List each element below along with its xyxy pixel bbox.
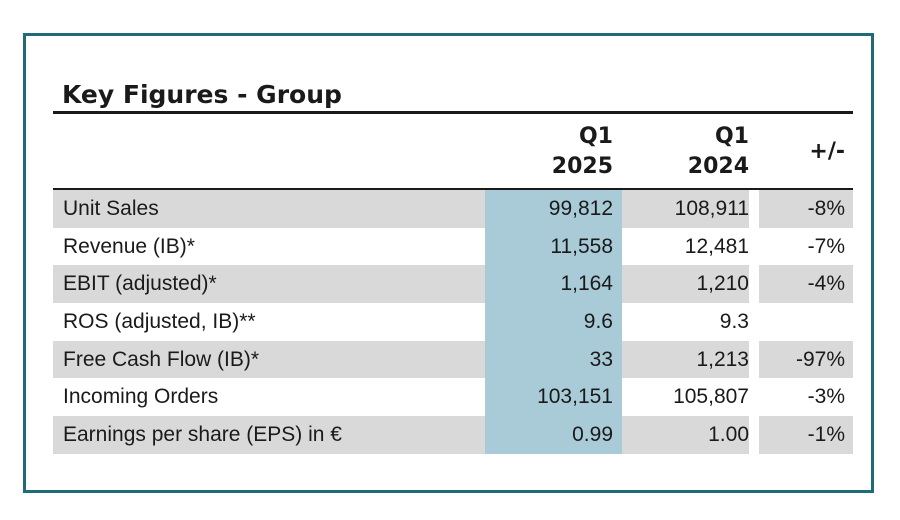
table-row: Incoming Orders 103,151 105,807 -3% xyxy=(53,378,853,417)
column-header-q1-2024-line2: 2024 xyxy=(687,154,749,179)
row-label: Revenue (IB)* xyxy=(63,234,195,258)
cell-q1-2024: 1,210 xyxy=(696,272,749,296)
cell-q1-2025: 0.99 xyxy=(572,423,613,447)
table-row: Revenue (IB)* 11,558 12,481 -7% xyxy=(53,227,853,266)
cell-q1-2025: 103,151 xyxy=(537,385,613,409)
column-header-q1-2025-line2: 2025 xyxy=(551,154,613,179)
cell-q1-2024: 12,481 xyxy=(684,234,749,258)
column-header-q1-2025-line1: Q1 xyxy=(578,124,613,149)
cell-q1-2024: 1,213 xyxy=(696,347,749,371)
cell-change: -4% xyxy=(807,272,845,296)
table-body: Unit Sales 99,812 108,911 -8% Revenue (I… xyxy=(53,190,853,454)
cell-q1-2025: 33 xyxy=(589,347,613,371)
row-label: ROS (adjusted, IB)** xyxy=(63,310,256,334)
table-header: Q1 2025 Q1 2024 +/- xyxy=(53,114,853,190)
row-label: Incoming Orders xyxy=(63,385,219,409)
table-row: EBIT (adjusted)* 1,164 1,210 -4% xyxy=(53,265,853,304)
cell-change: -8% xyxy=(807,197,845,220)
row-label: Free Cash Flow (IB)* xyxy=(63,347,260,371)
column-gap xyxy=(749,190,759,228)
cell-q1-2024: 9.3 xyxy=(719,310,749,334)
cell-change: -3% xyxy=(807,385,845,409)
column-header-change: +/- xyxy=(753,137,845,167)
column-header-change-label: +/- xyxy=(809,139,845,164)
cell-q1-2024: 105,807 xyxy=(673,385,749,409)
cell-q1-2025: 9.6 xyxy=(583,310,613,334)
column-header-q1-2025: Q1 2025 xyxy=(485,122,613,182)
cell-change: -97% xyxy=(795,347,845,371)
key-figures-panel: Key Figures - Group Q1 2025 Q1 2024 +/- xyxy=(23,33,874,493)
cell-change: -7% xyxy=(807,234,845,258)
cell-q1-2025: 11,558 xyxy=(550,234,613,258)
column-gap xyxy=(749,340,759,379)
cell-q1-2024: 108,911 xyxy=(674,197,749,220)
cell-q1-2025: 1,164 xyxy=(560,272,613,296)
key-figures-content: Key Figures - Group Q1 2025 Q1 2024 +/- xyxy=(53,80,853,454)
cell-q1-2025: 99,812 xyxy=(548,197,613,220)
column-gap xyxy=(749,265,759,304)
row-label: Earnings per share (EPS) in € xyxy=(63,423,342,447)
column-gap xyxy=(749,416,759,454)
cell-change: -1% xyxy=(807,423,845,447)
row-label: Unit Sales xyxy=(63,197,159,220)
table-row: ROS (adjusted, IB)** 9.6 9.3 xyxy=(53,303,853,341)
column-header-q1-2024-line1: Q1 xyxy=(714,124,749,149)
key-figures-table: Q1 2025 Q1 2024 +/- Unit Sales 99,812 1 xyxy=(53,114,853,454)
table-row: Earnings per share (EPS) in € 0.99 1.00 … xyxy=(53,416,853,454)
column-header-q1-2024: Q1 2024 xyxy=(623,122,749,182)
row-label: EBIT (adjusted)* xyxy=(63,272,217,296)
cell-q1-2024: 1.00 xyxy=(708,423,749,447)
table-row: Free Cash Flow (IB)* 33 1,213 -97% xyxy=(53,340,853,379)
table-row: Unit Sales 99,812 108,911 -8% xyxy=(53,190,853,228)
table-title: Key Figures - Group xyxy=(53,80,853,114)
